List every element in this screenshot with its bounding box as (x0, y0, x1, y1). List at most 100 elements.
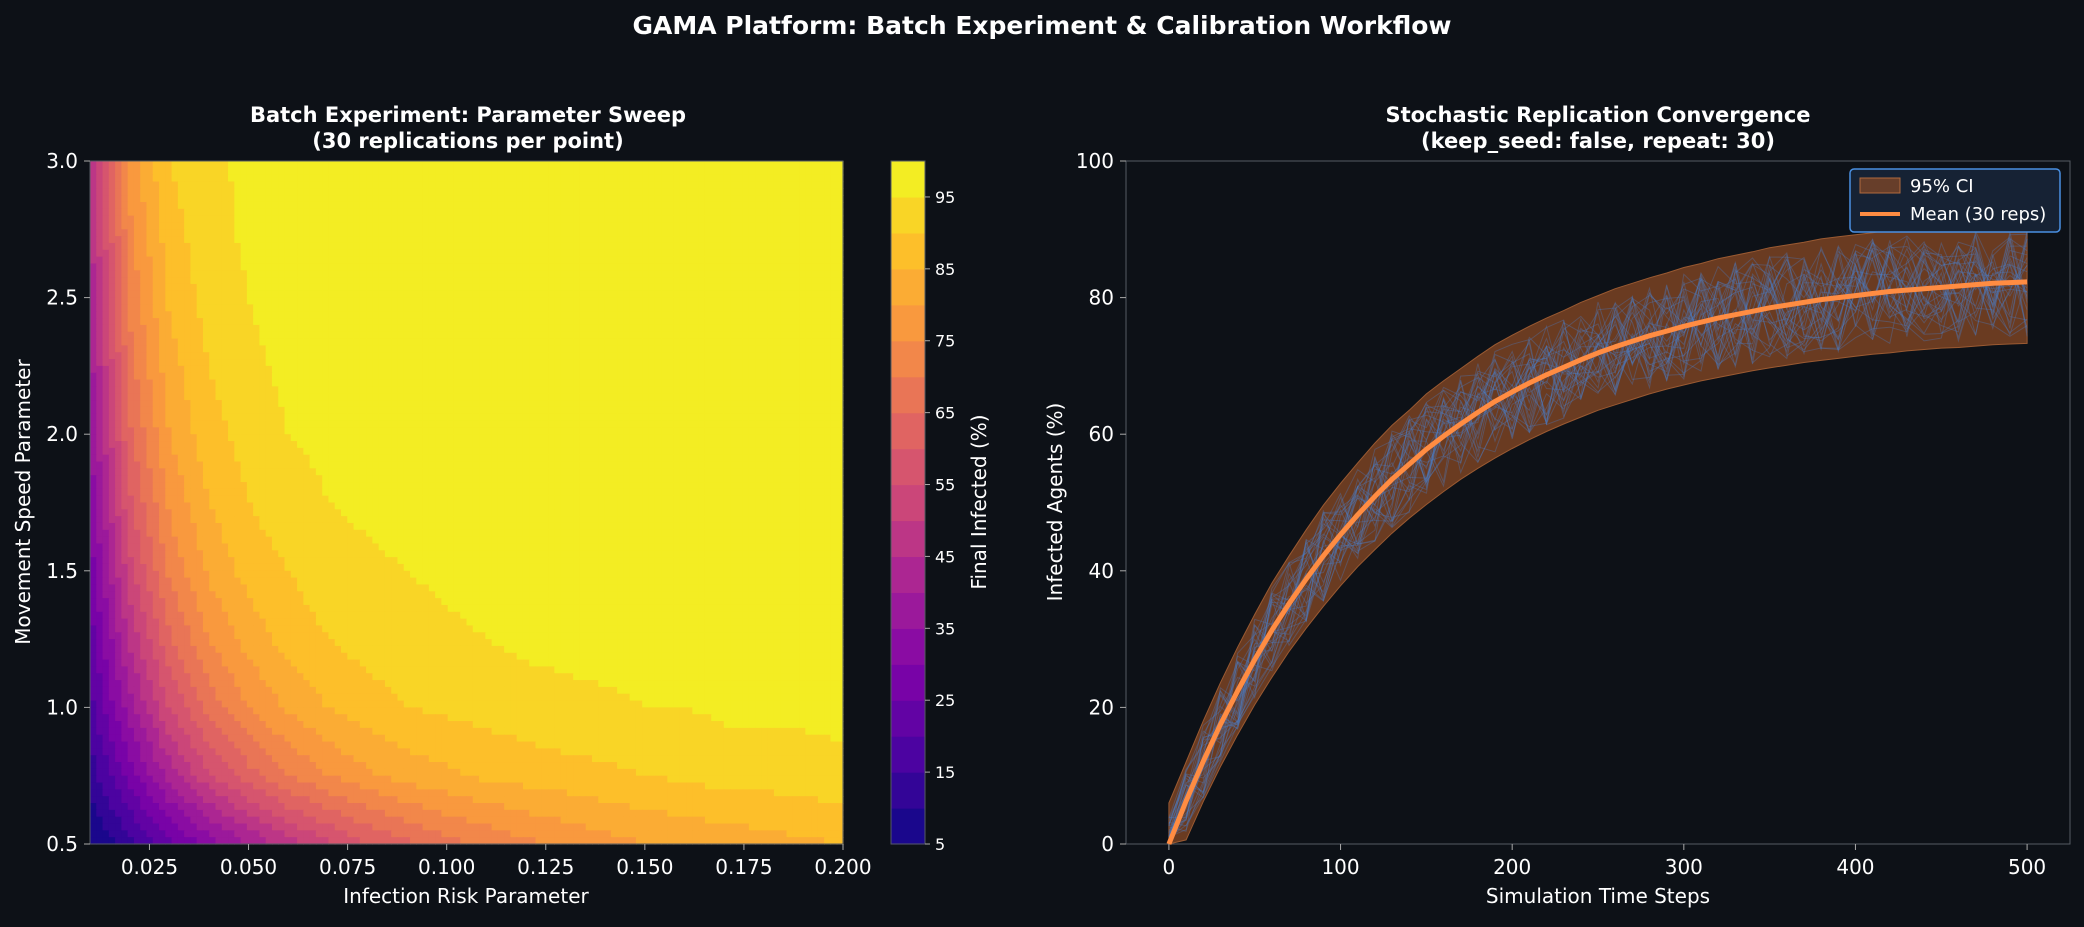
heatmap-cell (391, 201, 399, 210)
heatmap-cell (510, 393, 518, 401)
heatmap-cell (453, 242, 461, 251)
heatmap-cell (548, 345, 555, 353)
heatmap-cell (96, 229, 104, 237)
heatmap-cell (334, 181, 342, 189)
heatmap-cell (755, 236, 763, 244)
heatmap-cell (209, 208, 217, 217)
heatmap-cell (686, 338, 694, 347)
heatmap-cell (290, 195, 298, 203)
heatmap-cell (573, 365, 581, 374)
heatmap-cell (472, 161, 480, 169)
heatmap-cell (598, 420, 606, 428)
heatmap-cell (102, 393, 110, 401)
heatmap-cell (730, 256, 737, 265)
heatmap-cell (592, 413, 599, 422)
heatmap-cell (661, 372, 668, 381)
heatmap-cell (184, 365, 192, 374)
heatmap-cell (359, 379, 367, 387)
heatmap-cell (278, 270, 286, 278)
heatmap-cell (548, 406, 555, 415)
heatmap-cell (359, 441, 367, 449)
heatmap-cell (152, 386, 160, 394)
heatmap-cell (102, 311, 110, 319)
heatmap-cell (460, 345, 468, 353)
heatmap-cell (108, 270, 116, 278)
heatmap-cell (259, 270, 267, 278)
heatmap-cell (792, 359, 800, 367)
heatmap-cell (397, 406, 405, 415)
heatmap-cell (278, 188, 286, 196)
heatmap-cell (315, 406, 323, 415)
heatmap-cell (497, 208, 505, 217)
heatmap-cell (190, 167, 198, 176)
heatmap-cell (504, 167, 512, 176)
heatmap-cell (309, 167, 317, 176)
heatmap-cell (447, 195, 455, 203)
heatmap-cell (221, 420, 229, 428)
heatmap-cell (259, 215, 267, 224)
heatmap-cell (341, 181, 348, 189)
heatmap-cell (548, 297, 555, 306)
heatmap-cell (184, 441, 192, 449)
heatmap-cell (629, 167, 637, 176)
heatmap-cell (585, 379, 593, 387)
heatmap-cell (585, 420, 593, 428)
heatmap-cell (742, 304, 750, 312)
heatmap-cell (679, 406, 687, 415)
heatmap-cell (698, 229, 706, 237)
heatmap-cell (253, 195, 261, 203)
heatmap-cell (554, 229, 562, 237)
heatmap-cell (102, 277, 110, 285)
heatmap-cell (359, 304, 367, 312)
heatmap-cell (629, 249, 637, 258)
heatmap-cell (347, 297, 355, 306)
heatmap-cell (755, 338, 763, 347)
heatmap-cell (761, 188, 769, 196)
heatmap-cell (479, 242, 486, 251)
heatmap-cell (234, 406, 242, 415)
heatmap-cell (654, 379, 662, 387)
heatmap-cell (234, 167, 242, 176)
heatmap-cell (228, 441, 235, 449)
heatmap-cell (610, 345, 618, 353)
heatmap-cell (159, 304, 166, 312)
heatmap-cell (140, 201, 148, 210)
heatmap-cell (805, 270, 813, 278)
heatmap-cell (617, 256, 624, 265)
heatmap-cell (799, 242, 806, 251)
heatmap-cell (698, 222, 706, 230)
heatmap-cell (667, 434, 675, 442)
heatmap-cell (773, 236, 781, 244)
heatmap-cell (686, 277, 694, 285)
heatmap-cell (384, 242, 392, 251)
heatmap-cell (548, 188, 555, 196)
heatmap-cell (384, 161, 392, 169)
heatmap-cell (190, 359, 198, 367)
heatmap-cell (397, 270, 405, 278)
heatmap-cell (146, 434, 154, 442)
heatmap-cell (692, 434, 700, 442)
heatmap-cell (610, 181, 618, 189)
heatmap-cell (529, 372, 537, 381)
heatmap-cell (485, 290, 493, 299)
heatmap-cell (372, 236, 380, 244)
heatmap-cell (284, 324, 292, 333)
heatmap-cell (108, 413, 116, 422)
heatmap-cell (504, 208, 512, 217)
heatmap-cell (711, 215, 719, 224)
heatmap-cell (341, 372, 348, 381)
heatmap-cell (629, 263, 637, 271)
heatmap-cell (623, 270, 631, 278)
heatmap-cell (96, 256, 104, 265)
heatmap-cell (184, 283, 192, 292)
heatmap-cell (566, 195, 574, 203)
heatmap-cell (535, 345, 543, 353)
heatmap-cell (723, 242, 731, 251)
heatmap-cell (108, 441, 116, 449)
heatmap-cell (717, 420, 725, 428)
heatmap-cell (190, 400, 198, 408)
heatmap-cell (548, 181, 555, 189)
heatmap-cell (460, 208, 468, 217)
heatmap-cell (121, 413, 129, 422)
heatmap-cell (366, 441, 373, 449)
